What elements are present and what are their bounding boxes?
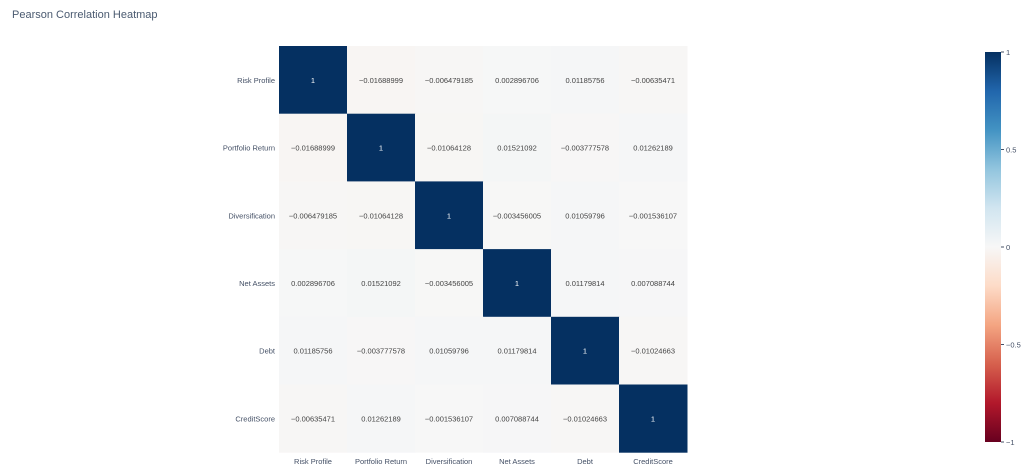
heatmap-cell [415, 113, 484, 182]
cell-value-label: 1 [379, 144, 383, 153]
heatmap-cell-labels: 1 −0.01688999 −0.006479185 0.002896706 0.011… [289, 76, 677, 424]
cell-value-label: 0.01185756 [293, 347, 332, 356]
heatmap-cell [279, 316, 348, 385]
heatmap-cell [551, 46, 620, 115]
heatmap-cell [415, 316, 484, 385]
heatmap-cell [347, 181, 416, 250]
colorbar-tick-label: −1 [1006, 438, 1015, 447]
cell-value-label: −0.006479185 [289, 211, 337, 220]
cell-value-label: 0.01059796 [429, 347, 469, 356]
colorbar-ticks: 1 0.5 0 −0.5 −1 [1001, 48, 1021, 447]
cell-value-label: 0.01521092 [497, 144, 537, 153]
heatmap-cell [619, 113, 688, 182]
heatmap-cell [347, 113, 416, 182]
cell-value-label: −0.01064128 [427, 144, 471, 153]
cell-value-label: −0.01064128 [359, 211, 403, 220]
cell-value-label: −0.01688999 [359, 76, 403, 85]
colorbar [985, 52, 1001, 442]
heatmap-cell [551, 181, 620, 250]
heatmap-cell [551, 113, 620, 182]
heatmap-cell [619, 249, 688, 318]
x-tick-label: CreditScore [633, 457, 673, 466]
heatmap-cell [483, 46, 552, 115]
cell-value-label: −0.001536107 [425, 414, 473, 423]
cell-value-label: 0.01185756 [565, 76, 604, 85]
cell-value-label: 0.01059796 [565, 211, 605, 220]
y-tick-label: Net Assets [239, 279, 275, 288]
cell-value-label: −0.00635471 [291, 414, 335, 423]
cell-value-label: −0.006479185 [425, 76, 473, 85]
heatmap-cell [483, 181, 552, 250]
x-tick-label: Net Assets [499, 457, 535, 466]
heatmap-cells [279, 46, 688, 453]
cell-value-label: 0.007088744 [495, 414, 539, 423]
cell-value-label: 1 [583, 347, 587, 356]
heatmap-cell [483, 316, 552, 385]
colorbar-tick-label: −0.5 [1006, 341, 1021, 350]
colorbar-tick-label: 0.5 [1006, 146, 1016, 155]
cell-value-label: −0.00635471 [631, 76, 675, 85]
cell-value-label: 1 [515, 279, 519, 288]
heatmap-cell [415, 46, 484, 115]
heatmap-cell [347, 46, 416, 115]
heatmap-cell [551, 384, 620, 453]
heatmap-cell [619, 181, 688, 250]
x-tick-label: Diversification [426, 457, 473, 466]
x-tick-label: Risk Profile [294, 457, 332, 466]
heatmap-cell [415, 384, 484, 453]
heatmap-cell [619, 46, 688, 115]
heatmap-cell [551, 316, 620, 385]
cell-value-label: 0.002896706 [495, 76, 539, 85]
x-axis-ticks: Risk Profile Portfolio Return Diversificat… [294, 457, 673, 466]
cell-value-label: −0.01688999 [291, 144, 335, 153]
heatmap-cell [347, 249, 416, 318]
cell-value-label: 1 [447, 211, 451, 220]
page-title: Pearson Correlation Heatmap [12, 9, 158, 21]
cell-value-label: 1 [651, 414, 655, 423]
cell-value-label: 1 [311, 76, 315, 85]
cell-value-label: −0.003456005 [493, 211, 541, 220]
cell-value-label: 0.01262189 [361, 414, 401, 423]
y-tick-label: Portfolio Return [223, 144, 275, 153]
heatmap-cell [279, 384, 348, 453]
heatmap-cell [347, 384, 416, 453]
heatmap-cell [279, 181, 348, 250]
heatmap-cell [279, 249, 348, 318]
y-tick-label: Risk Profile [237, 76, 275, 85]
heatmap-cell [483, 113, 552, 182]
heatmap-cell [483, 249, 552, 318]
cell-value-label: −0.003456005 [425, 279, 473, 288]
y-tick-label: Debt [259, 347, 276, 356]
cell-value-label: −0.003777578 [357, 347, 405, 356]
cell-value-label: −0.01024663 [631, 347, 675, 356]
colorbar-tick-label: 1 [1006, 48, 1010, 57]
x-tick-label: Debt [577, 457, 594, 466]
y-axis-ticks: Risk Profile Portfolio Return Diversificat… [223, 76, 276, 424]
heatmap-cell [619, 316, 688, 385]
heatmap-cell [415, 181, 484, 250]
heatmap-cell [347, 316, 416, 385]
y-tick-label: CreditScore [235, 414, 275, 423]
cell-value-label: 0.007088744 [631, 279, 675, 288]
cell-value-label: −0.003777578 [561, 144, 609, 153]
heatmap-cell [279, 113, 348, 182]
cell-value-label: 0.01262189 [633, 144, 673, 153]
y-tick-label: Diversification [228, 211, 275, 220]
cell-value-label: 0.01521092 [361, 279, 401, 288]
cell-value-label: −0.01024663 [563, 414, 607, 423]
heatmap-cell [279, 46, 348, 115]
heatmap-cell [415, 249, 484, 318]
cell-value-label: −0.001536107 [629, 211, 677, 220]
x-tick-label: Portfolio Return [355, 457, 407, 466]
cell-value-label: 0.002896706 [291, 279, 335, 288]
colorbar-tick-label: 0 [1006, 243, 1010, 252]
heatmap-cell [619, 384, 688, 453]
heatmap-cell [483, 384, 552, 453]
cell-value-label: 0.01179814 [565, 279, 604, 288]
cell-value-label: 0.01179814 [497, 347, 536, 356]
heatmap-cell [551, 249, 620, 318]
